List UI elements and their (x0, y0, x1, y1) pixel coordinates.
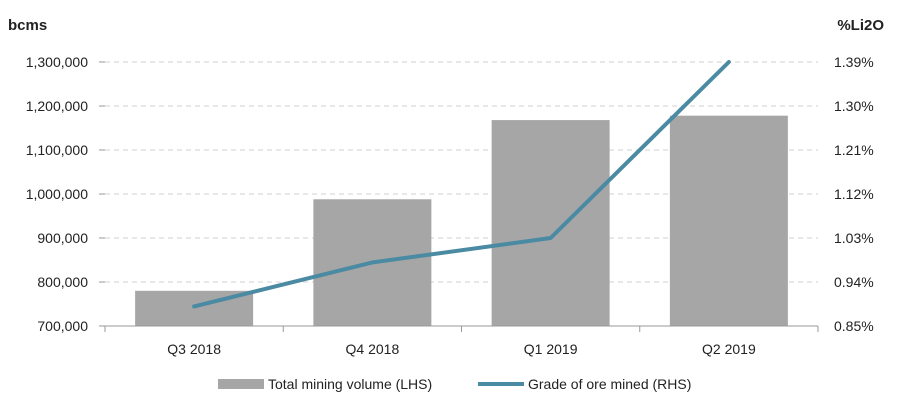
x-tick-label: Q4 2018 (346, 341, 400, 357)
x-tick-label: Q1 2019 (524, 341, 578, 357)
bar (491, 120, 610, 326)
line-series-group (192, 60, 731, 309)
left-tick-label: 1,000,000 (26, 186, 88, 202)
right-tick-label: 1.39% (834, 54, 874, 70)
right-tick-label: 1.21% (834, 142, 874, 158)
left-tick-label: 900,000 (37, 230, 88, 246)
legend-swatch-line (478, 382, 524, 386)
bars-group (135, 115, 788, 327)
left-tick-label: 1,300,000 (26, 54, 88, 70)
right-tick-label: 1.30% (834, 98, 874, 114)
x-tick-label: Q3 2018 (167, 341, 221, 357)
left-tick-label: 800,000 (37, 274, 88, 290)
bar (669, 115, 788, 327)
left-axis-ticks: 700,000 800,000 900,000 1,000,000 1,100,000 1… (26, 54, 105, 334)
right-axis-title: %Li2O (837, 17, 884, 34)
right-axis-ticks: 0.85% 0.94% 1.03% 1.12% 1.21% 1.30% 1.39% (834, 54, 874, 334)
legend-label-line: Grade of ore mined (RHS) (528, 376, 692, 392)
left-tick-label: 700,000 (37, 318, 88, 334)
legend-swatch-bar (218, 379, 264, 389)
legend-label-bar: Total mining volume (LHS) (268, 376, 433, 392)
right-tick-label: 1.12% (834, 186, 874, 202)
right-tick-label: 0.94% (834, 274, 874, 290)
legend: Total mining volume (LHS) Grade of ore m… (0, 376, 900, 400)
right-tick-label: 1.03% (834, 230, 874, 246)
legend-item-bar: Total mining volume (LHS) (218, 376, 432, 392)
left-tick-label: 1,100,000 (26, 142, 88, 158)
left-tick-label: 1,200,000 (26, 98, 88, 114)
x-tick-label: Q2 2019 (702, 341, 756, 357)
left-axis-title: bcms (8, 17, 47, 34)
line-series (192, 60, 731, 309)
x-axis-ticks: Q3 2018 Q4 2018 Q1 2019 Q2 2019 (104, 326, 819, 357)
legend-item-line: Grade of ore mined (RHS) (478, 376, 691, 392)
right-tick-label: 0.85% (834, 318, 874, 334)
